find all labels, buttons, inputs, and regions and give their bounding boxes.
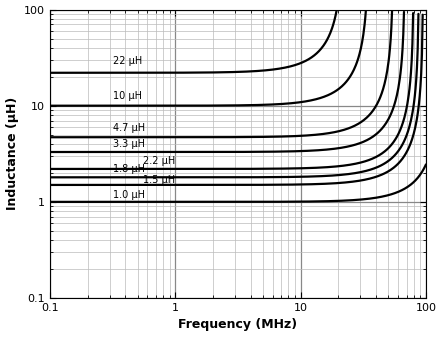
Text: 1.5 μH: 1.5 μH — [143, 175, 175, 185]
Text: 10 μH: 10 μH — [113, 91, 142, 101]
Text: 1.8 μH: 1.8 μH — [113, 164, 145, 174]
X-axis label: Frequency (MHz): Frequency (MHz) — [179, 318, 297, 332]
Text: 4.7 μH: 4.7 μH — [113, 123, 145, 133]
Text: 1.0 μH: 1.0 μH — [113, 190, 145, 200]
Text: 3.3 μH: 3.3 μH — [113, 139, 145, 149]
Text: 22 μH: 22 μH — [113, 56, 142, 66]
Y-axis label: Inductance (μH): Inductance (μH) — [6, 97, 19, 210]
Text: 2.2 μH: 2.2 μH — [143, 156, 175, 166]
